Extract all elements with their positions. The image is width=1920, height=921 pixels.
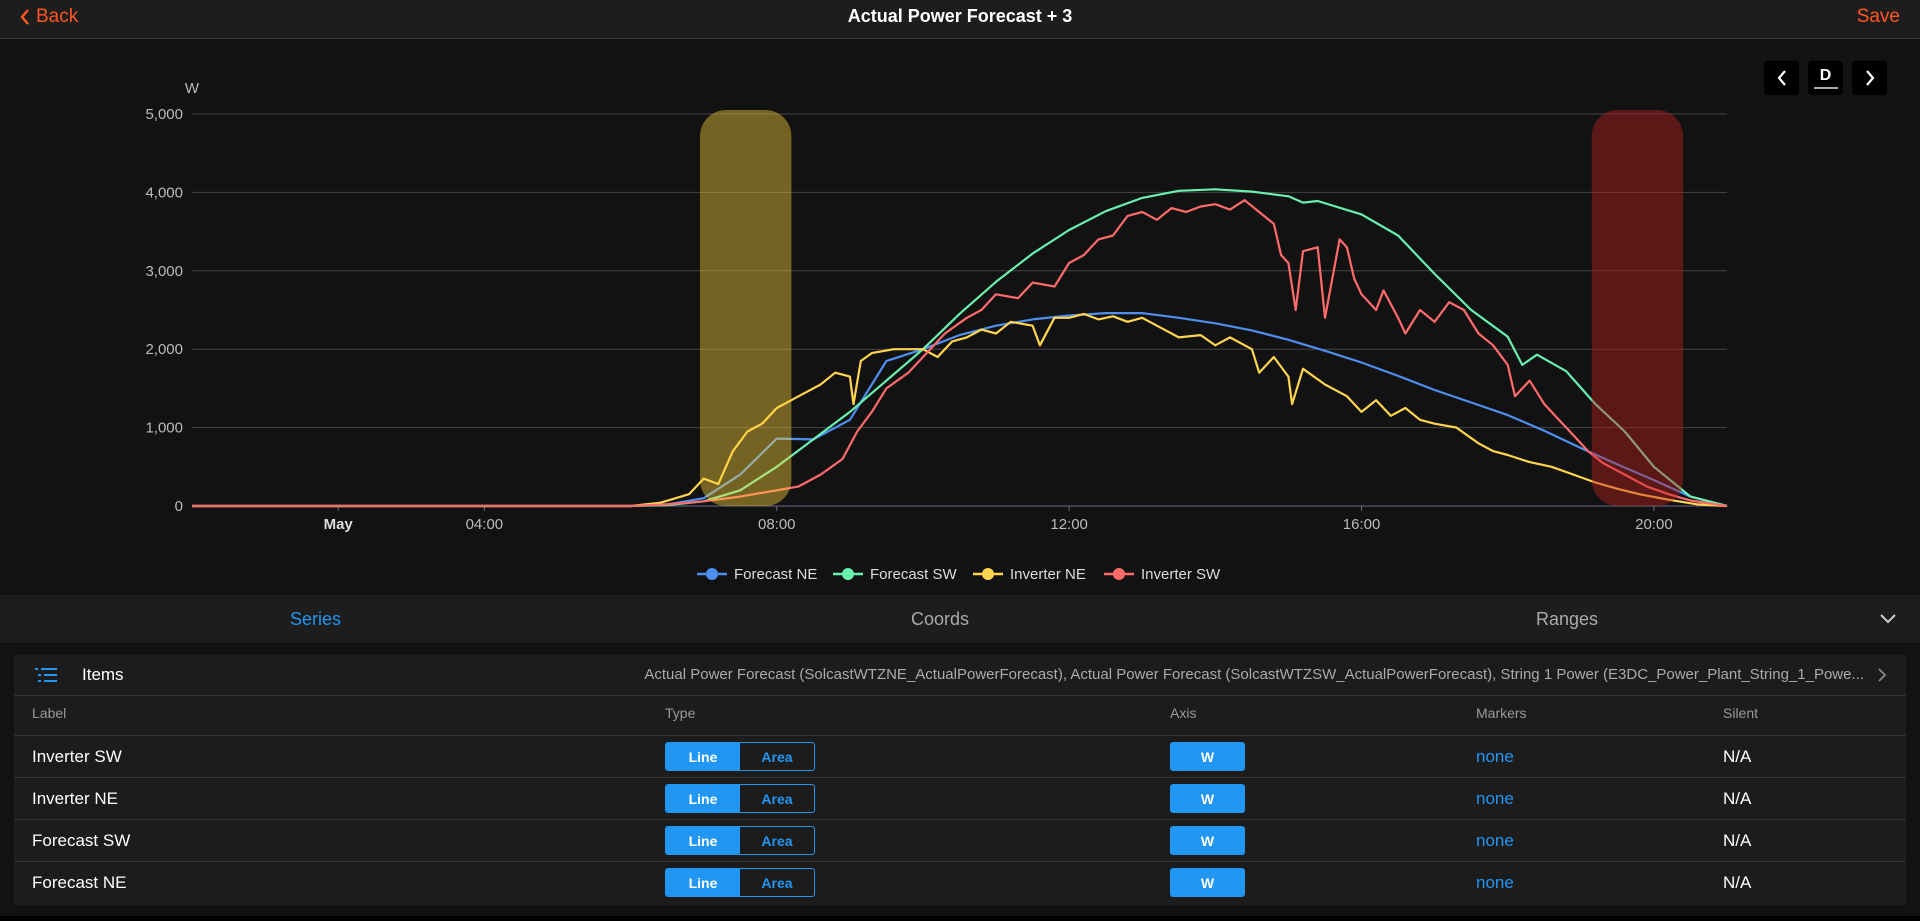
axis-button[interactable]: W	[1170, 784, 1245, 813]
chevron-down-icon[interactable]	[1878, 608, 1898, 628]
chevron-right-icon	[1878, 668, 1887, 682]
y-tick-label: 3,000	[145, 263, 183, 280]
row-label: Inverter SW	[32, 747, 122, 766]
legend-label: Inverter NE	[1010, 566, 1086, 583]
tab-series[interactable]: Series	[290, 609, 342, 629]
x-tick-label: May	[324, 516, 354, 533]
chart-area: 5,000 4,000 3,000 2,000 1,000 0 W May 04:00 08:00…	[0, 39, 1920, 595]
series-panel: Items Actual Power Forecast (SolcastWTZN…	[14, 655, 1906, 905]
legend-label: Forecast SW	[870, 566, 958, 583]
markers-select[interactable]: none	[1476, 831, 1514, 850]
page-title: Actual Power Forecast + 3	[847, 6, 1073, 26]
type-line-button[interactable]: Line	[666, 743, 740, 770]
column-header-markers: Markers	[1476, 705, 1527, 721]
type-line-button[interactable]: Line	[666, 785, 740, 812]
legend-swatch-dot	[1113, 568, 1125, 580]
chevron-right-icon	[1865, 70, 1874, 86]
y-tick-label: 5,000	[145, 106, 183, 123]
x-tick-label: 20:00	[1635, 516, 1673, 533]
next-period-button[interactable]	[1852, 61, 1887, 95]
items-label: Items	[82, 665, 124, 684]
column-header-axis: Axis	[1170, 705, 1197, 721]
period-underline	[1813, 87, 1838, 89]
axis-button[interactable]: W	[1170, 742, 1245, 771]
type-area-button[interactable]: Area	[761, 748, 793, 765]
back-label: Back	[36, 6, 79, 27]
type-area-button[interactable]: Area	[761, 832, 793, 849]
y-tick-label: 2,000	[145, 341, 183, 358]
config-tabs: Series Coords Ranges	[0, 595, 1920, 643]
series-line	[192, 312, 1728, 508]
type-area-button[interactable]: Area	[761, 790, 793, 807]
type-area-button[interactable]: Area	[761, 874, 793, 891]
row-label: Inverter NE	[32, 789, 118, 808]
silent-value: N/A	[1723, 789, 1752, 808]
column-header-type: Type	[665, 705, 696, 721]
legend-swatch-dot	[706, 568, 718, 580]
x-tick-label: 04:00	[466, 516, 504, 533]
series-line	[192, 199, 1728, 508]
items-value: Actual Power Forecast (SolcastWTZNE_Actu…	[644, 666, 1864, 683]
legend-swatch-dot	[842, 568, 854, 580]
y-tick-label: 4,000	[145, 184, 183, 201]
series-line	[192, 312, 1728, 508]
type-toggle: Line Area	[665, 826, 815, 855]
type-line-button[interactable]: Line	[666, 827, 740, 854]
table-row: Inverter NE Line Area W none N/A	[14, 777, 1906, 820]
list-icon	[35, 668, 57, 682]
table-row: Inverter SW Line Area W none N/A	[14, 735, 1906, 778]
power-chart: 5,000 4,000 3,000 2,000 1,000 0 W May 04:00 08:00…	[145, 80, 1728, 583]
type-line-button[interactable]: Line	[666, 869, 740, 896]
top-bar: Back Actual Power Forecast + 3 Save	[0, 0, 1920, 39]
type-toggle: Line Area	[665, 742, 815, 771]
items-selector[interactable]: Items Actual Power Forecast (SolcastWTZN…	[14, 655, 1906, 696]
type-toggle: Line Area	[665, 784, 815, 813]
save-button[interactable]: Save	[1856, 6, 1900, 27]
mark-area	[700, 110, 792, 506]
previous-period-button[interactable]	[1764, 61, 1799, 95]
back-button[interactable]: Back	[18, 6, 78, 28]
series-line	[192, 188, 1728, 508]
markers-select[interactable]: none	[1476, 747, 1514, 766]
axis-button[interactable]: W	[1170, 826, 1245, 855]
chevron-left-icon	[20, 9, 29, 25]
y-tick-label: 0	[175, 498, 183, 515]
markers-select[interactable]: none	[1476, 873, 1514, 892]
x-tick-label: 12:00	[1050, 516, 1088, 533]
y-axis-label: W	[185, 80, 200, 97]
y-tick-label: 1,000	[145, 420, 183, 437]
row-label: Forecast SW	[32, 831, 131, 850]
period-label: D	[1819, 67, 1832, 84]
silent-value: N/A	[1723, 831, 1752, 850]
x-tick-label: 08:00	[758, 516, 796, 533]
silent-value: N/A	[1723, 873, 1752, 892]
tab-coords[interactable]: Coords	[911, 609, 970, 629]
legend-swatch-dot	[982, 568, 994, 580]
tab-ranges[interactable]: Ranges	[1536, 609, 1599, 629]
mark-area	[1591, 110, 1684, 506]
table-row: Forecast NE Line Area W none N/A	[14, 861, 1906, 904]
table-row: Forecast SW Line Area W none N/A	[14, 819, 1906, 862]
x-tick-label: 16:00	[1343, 516, 1381, 533]
row-label: Forecast NE	[32, 873, 127, 892]
column-header-label: Label	[32, 705, 67, 721]
legend-label: Inverter SW	[1141, 566, 1221, 583]
silent-value: N/A	[1723, 747, 1752, 766]
chevron-left-icon	[1777, 70, 1786, 86]
period-select-button[interactable]: D	[1808, 61, 1843, 95]
bottom-edge	[0, 916, 1920, 921]
column-header-silent: Silent	[1723, 705, 1759, 721]
markers-select[interactable]: none	[1476, 789, 1514, 808]
period-navigation: D	[1764, 61, 1887, 95]
type-toggle: Line Area	[665, 868, 815, 897]
axis-button[interactable]: W	[1170, 868, 1245, 897]
legend-label: Forecast NE	[734, 566, 817, 583]
